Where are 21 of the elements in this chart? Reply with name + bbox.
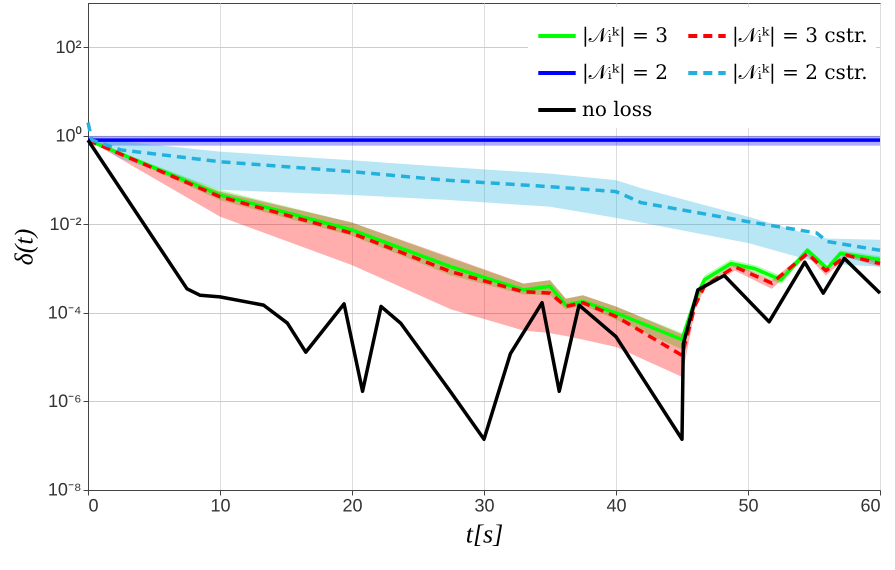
x-tick-label: 60 [860, 496, 880, 516]
x-tick-label: 10 [210, 496, 231, 516]
x-axis-title: t[s] [466, 520, 504, 548]
y-tick-label: 10⁻⁸ [48, 480, 82, 500]
y-tick-label: 10² [55, 36, 82, 57]
legend-label: |𝒩ᵢᵏ| = 3 cstr. [732, 23, 868, 47]
y-tick-label: 10⁰ [55, 125, 82, 146]
y-tick-label: 10⁻⁶ [48, 390, 82, 411]
legend-label: |𝒩ᵢᵏ| = 2 [582, 60, 668, 84]
x-tick-label: 30 [474, 496, 495, 516]
legend-label: no loss [582, 97, 652, 121]
legend-label: |𝒩ᵢᵏ| = 2 cstr. [732, 60, 868, 84]
legend-label: |𝒩ᵢᵏ| = 3 [582, 23, 668, 47]
y-tick-label: 10⁻² [49, 214, 82, 234]
x-tick-label: 50 [738, 496, 759, 516]
y-tick-label: 10⁻⁴ [48, 302, 82, 322]
y-axis-title: δ(t) [10, 228, 39, 266]
line-series [86, 138, 882, 442]
x-tick-label: 40 [606, 496, 627, 516]
x-tick-label: 0 [88, 496, 99, 516]
x-tick-label: 20 [342, 496, 363, 516]
